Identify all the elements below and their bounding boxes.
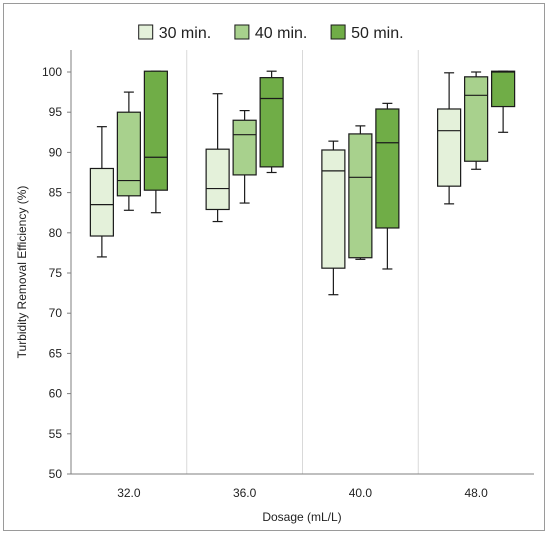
x-tick-label: 32.0 bbox=[117, 486, 141, 500]
y-tick-label: 90 bbox=[49, 145, 63, 159]
legend-label: 40 min. bbox=[255, 25, 307, 42]
box-iqr bbox=[143, 70, 168, 191]
box-50-min--40.0 bbox=[375, 102, 400, 270]
y-tick-label: 55 bbox=[49, 427, 63, 441]
box-30-min--48.0 bbox=[437, 72, 462, 205]
box-iqr bbox=[116, 111, 141, 197]
box-40-min--32.0 bbox=[116, 91, 141, 211]
x-axis-title: Dosage (mL/L) bbox=[262, 510, 341, 524]
box-iqr bbox=[321, 149, 346, 269]
y-tick-label: 75 bbox=[49, 266, 63, 280]
box-iqr bbox=[205, 148, 230, 211]
y-tick-label: 95 bbox=[49, 105, 63, 119]
y-tick-label: 85 bbox=[49, 186, 63, 200]
y-tick-label: 80 bbox=[49, 226, 63, 240]
box-40-min--40.0 bbox=[348, 125, 373, 260]
box-40-min--48.0 bbox=[464, 71, 489, 170]
box-iqr bbox=[437, 108, 462, 187]
box-iqr bbox=[348, 133, 373, 259]
box-40-min--36.0 bbox=[232, 109, 257, 204]
legend: 30 min. 40 min. 50 min. bbox=[138, 24, 404, 42]
box-50-min--32.0 bbox=[143, 70, 168, 214]
legend-swatch bbox=[234, 24, 250, 40]
box-iqr bbox=[259, 77, 284, 168]
legend-label: 30 min. bbox=[159, 25, 211, 42]
y-tick-label: 60 bbox=[49, 387, 63, 401]
x-tick-label: 40.0 bbox=[349, 486, 373, 500]
y-tick-label: 70 bbox=[49, 306, 63, 320]
legend-label: 50 min. bbox=[351, 25, 403, 42]
box-30-min--36.0 bbox=[205, 93, 230, 223]
y-tick-label: 65 bbox=[49, 346, 63, 360]
box-iqr bbox=[232, 119, 257, 176]
box-series bbox=[89, 70, 516, 296]
box-30-min--40.0 bbox=[321, 140, 346, 296]
x-tick-label: 36.0 bbox=[233, 486, 257, 500]
box-iqr bbox=[375, 108, 400, 229]
box-50-min--36.0 bbox=[259, 70, 284, 174]
legend-swatch bbox=[138, 24, 154, 40]
box-iqr bbox=[89, 167, 114, 237]
category-separators bbox=[186, 50, 419, 474]
y-axis-title: Turbidity Removal Efficiency (%) bbox=[15, 186, 29, 359]
box-iqr bbox=[491, 70, 516, 108]
box-30-min--32.0 bbox=[89, 126, 114, 258]
legend-swatch bbox=[330, 24, 346, 40]
y-tick-label: 100 bbox=[42, 65, 62, 79]
y-tick-label: 50 bbox=[49, 467, 63, 481]
box-50-min--48.0 bbox=[491, 70, 516, 133]
x-tick-label: 48.0 bbox=[464, 486, 488, 500]
x-axis: 32.0 36.0 40.0 48.0 bbox=[71, 473, 534, 500]
y-axis: 50 55 60 65 70 75 80 85 90 95 100 bbox=[42, 50, 72, 481]
box-iqr bbox=[464, 76, 489, 162]
